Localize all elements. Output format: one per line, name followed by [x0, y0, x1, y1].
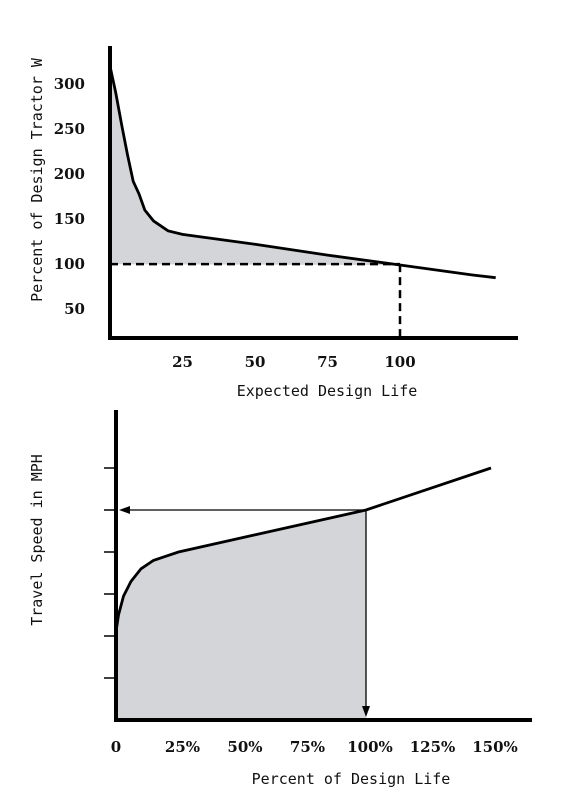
chart-1-x-tick-label: 75 — [317, 353, 338, 371]
chart-2-x-tick-label: 100% — [347, 738, 393, 756]
chart-2-series-line — [114, 466, 492, 633]
chart-1-y-axis-label: Percent of Design Tractor W — [28, 57, 46, 302]
chart-2-x-tick-label: 150% — [472, 738, 518, 756]
chart-1-x-axis-label: Expected Design Life — [237, 382, 418, 400]
chart-2-percent-of-design-life: 0 25% 50% 75% 100% 125% 150% Travel Speed in M… — [28, 410, 532, 788]
chart-1-x-tick-label: 50 — [245, 353, 266, 371]
chart-2-y-axis-label: Travel Speed in MPH — [28, 454, 46, 626]
chart-2-x-tick-label: 125% — [410, 738, 456, 756]
chart-1-y-tick-label: 100 — [54, 255, 85, 273]
chart-1-y-tick-label: 250 — [54, 120, 85, 138]
chart-2-x-tick-label: 25% — [165, 738, 200, 756]
chart-1-x-tick-label: 25 — [172, 353, 193, 371]
chart-2-x-axis-label: Percent of Design Life — [252, 770, 451, 788]
chart-2-shaded-area — [116, 510, 366, 720]
chart-1-y-tick-label: 50 — [64, 300, 85, 318]
chart-2-x-tick-label: 0 — [111, 738, 121, 756]
chart-1-x-tick-label: 100 — [384, 353, 415, 371]
chart-1-y-tick-label: 200 — [54, 165, 85, 183]
chart-1-y-tick-label: 150 — [54, 210, 85, 228]
chart-1-expected-design-life: 25 50 75 100 50 100 150 200 250 300 Percent of D… — [28, 46, 518, 400]
chart-2-x-tick-label: 50% — [227, 738, 262, 756]
chart-1-y-tick-label: 300 — [54, 75, 85, 93]
chart-2-x-tick-label: 75% — [290, 738, 325, 756]
chart-1-shaded-area — [110, 66, 400, 265]
chart-2-arrowhead-left-icon — [119, 506, 130, 514]
chart-1-series-line — [108, 65, 496, 280]
chart-2-arrowhead-down-icon — [362, 706, 370, 717]
